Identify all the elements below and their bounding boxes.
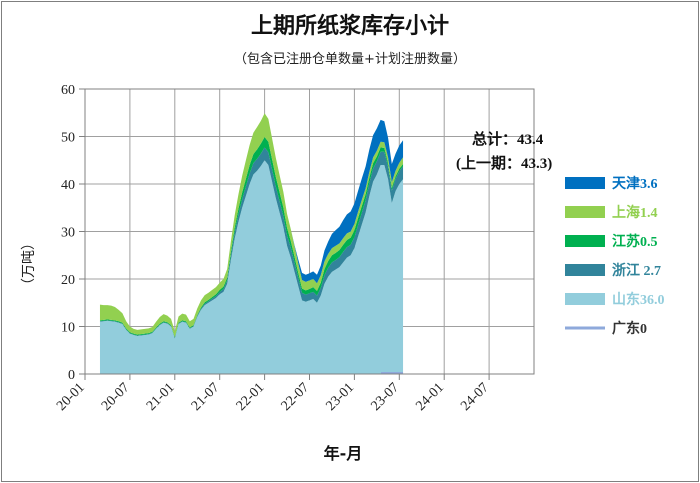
- legend-swatch: [565, 206, 605, 218]
- x-tick-label: 20-01: [54, 380, 88, 414]
- chart-subtitle: （包含已注册仓单数量+计划注册数量）: [234, 51, 466, 67]
- x-tick-label: 22-01: [234, 380, 268, 414]
- legend-label: 江苏0.5: [612, 233, 658, 250]
- x-axis-label: 年-月: [324, 444, 363, 463]
- legend-label: 山东36.0: [612, 291, 665, 308]
- y-tick-label: 50: [61, 131, 75, 146]
- x-axis-ticks: 20-01 20-07 21-01 21-07 22-01 22-07 23-01 23-07…: [54, 374, 492, 414]
- x-tick-label: 22-07: [279, 380, 313, 414]
- x-tick-label: 23-07: [368, 380, 402, 414]
- legend-swatch: [565, 235, 605, 247]
- legend-swatch: [565, 264, 605, 276]
- x-tick-label: 20-07: [99, 380, 133, 414]
- legend-swatch: [565, 177, 605, 189]
- y-tick-label: 30: [61, 226, 75, 241]
- y-tick-label: 40: [61, 178, 75, 193]
- legend-swatch: [565, 293, 605, 305]
- legend-label: 天津3.6: [612, 175, 658, 192]
- y-tick-label: 60: [61, 83, 75, 98]
- x-tick-label: 24-07: [458, 380, 492, 414]
- x-tick-label: 23-01: [324, 380, 358, 414]
- x-tick-label: 21-01: [144, 380, 178, 414]
- x-tick-label: 24-01: [413, 380, 447, 414]
- legend-label: 浙江 2.7: [612, 262, 661, 279]
- total-annotation: 总计：43.4: [472, 130, 544, 148]
- area-series-4: [99, 113, 404, 332]
- area-series-0: [99, 160, 404, 374]
- previous-annotation: (上一期：43.3): [456, 154, 552, 172]
- y-tick-label: 0: [68, 368, 75, 383]
- y-tick-label: 20: [61, 273, 75, 288]
- legend-label: 广东0: [612, 320, 647, 337]
- x-tick-label: 21-07: [189, 380, 223, 414]
- legend: 天津3.6 上海1.4 江苏0.5 浙江 2.7 山东36.0 广东0: [565, 175, 665, 337]
- legend-label: 上海1.4: [612, 204, 658, 221]
- chart-title: 上期所纸浆库存小计: [251, 13, 449, 39]
- y-axis-label: （万吨）: [21, 236, 37, 292]
- y-axis-ticks: 0 10 20 30 40 50 60: [61, 83, 85, 383]
- stacked-areas: [99, 113, 404, 374]
- y-tick-label: 10: [61, 321, 75, 336]
- area-series-3: [99, 113, 404, 337]
